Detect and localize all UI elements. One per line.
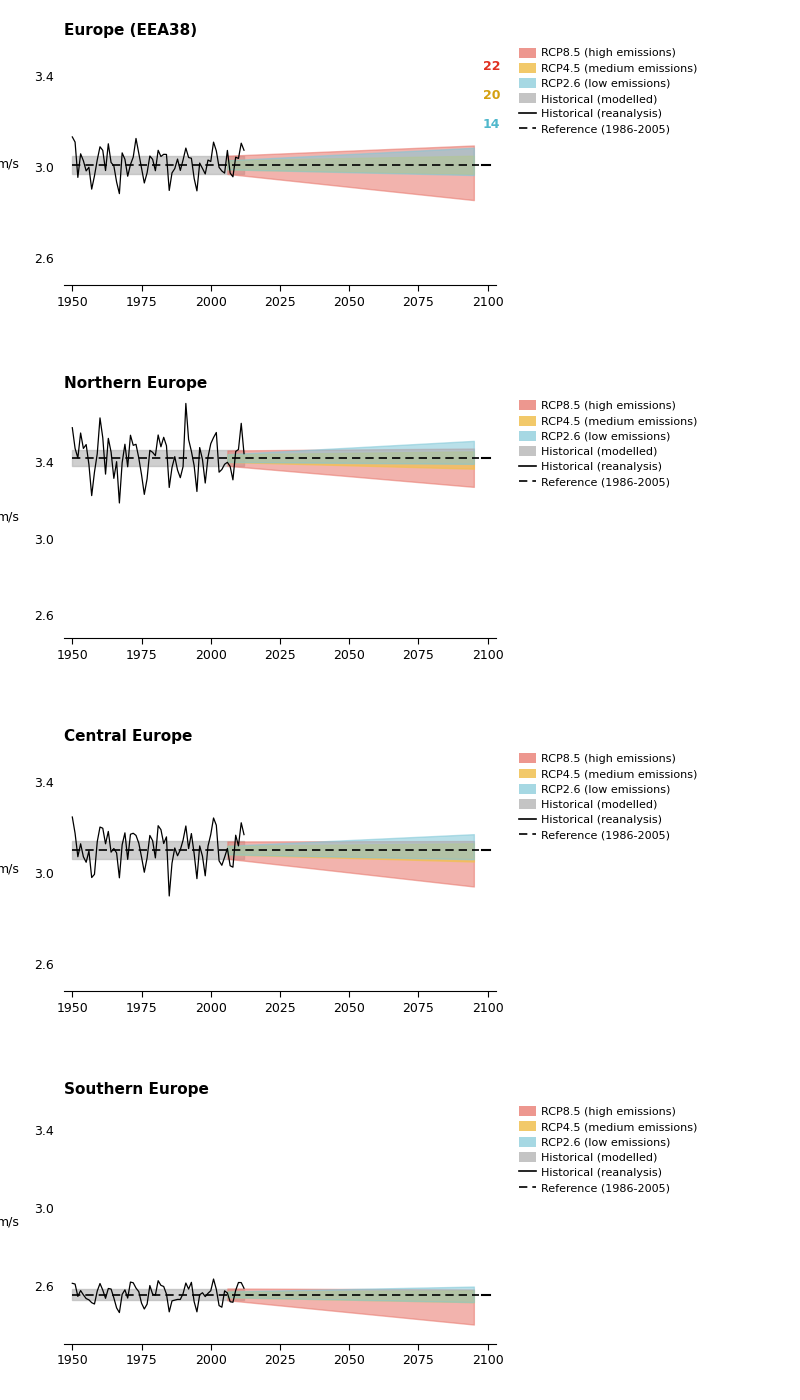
- Text: 20: 20: [483, 90, 500, 102]
- Legend: RCP8.5 (high emissions), RCP4.5 (medium emissions), RCP2.6 (low emissions), Hist: RCP8.5 (high emissions), RCP4.5 (medium …: [519, 1106, 698, 1193]
- Legend: RCP8.5 (high emissions), RCP4.5 (medium emissions), RCP2.6 (low emissions), Hist: RCP8.5 (high emissions), RCP4.5 (medium …: [519, 48, 698, 134]
- Legend: RCP8.5 (high emissions), RCP4.5 (medium emissions), RCP2.6 (low emissions), Hist: RCP8.5 (high emissions), RCP4.5 (medium …: [519, 400, 698, 487]
- Y-axis label: m/s: m/s: [0, 862, 20, 876]
- Text: Northern Europe: Northern Europe: [64, 377, 207, 391]
- Y-axis label: m/s: m/s: [0, 1215, 20, 1229]
- Text: 22: 22: [483, 60, 500, 73]
- Y-axis label: m/s: m/s: [0, 510, 20, 524]
- Text: Southern Europe: Southern Europe: [64, 1082, 209, 1096]
- Text: Central Europe: Central Europe: [64, 729, 192, 743]
- Text: 14: 14: [483, 118, 500, 132]
- Legend: RCP8.5 (high emissions), RCP4.5 (medium emissions), RCP2.6 (low emissions), Hist: RCP8.5 (high emissions), RCP4.5 (medium …: [519, 753, 698, 840]
- Text: Europe (EEA38): Europe (EEA38): [64, 22, 197, 38]
- Y-axis label: m/s: m/s: [0, 157, 20, 171]
